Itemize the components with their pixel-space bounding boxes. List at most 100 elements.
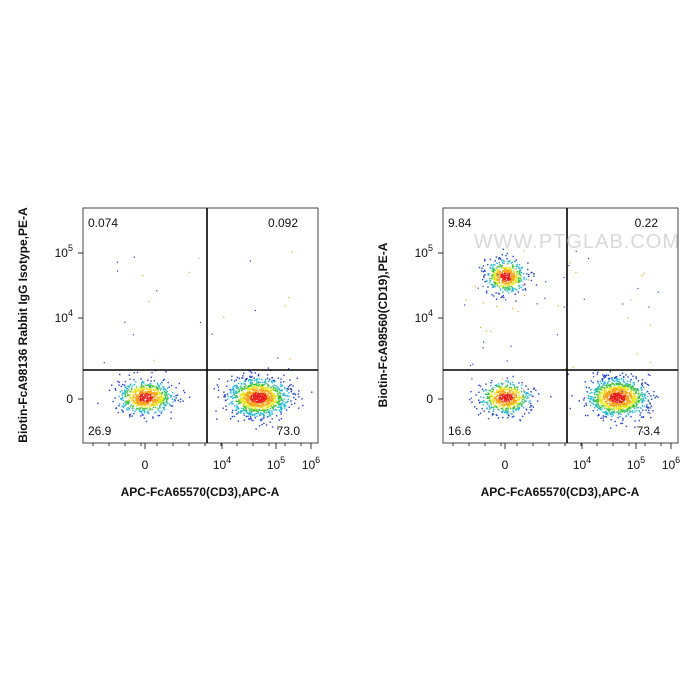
event-dot	[133, 383, 136, 386]
event-dot	[261, 393, 263, 395]
event-dot	[261, 401, 264, 403]
event-dot	[250, 411, 252, 413]
event-dot	[237, 400, 239, 403]
event-dot	[239, 389, 241, 392]
event-dot	[604, 415, 606, 418]
event-dot	[600, 401, 602, 403]
event-dot	[516, 399, 518, 402]
event-dot	[612, 411, 614, 413]
event-dot	[608, 389, 610, 391]
event-dot	[610, 395, 612, 397]
event-dot	[499, 390, 501, 392]
event-dot	[279, 402, 281, 405]
event-dot	[262, 389, 264, 392]
event-dot	[487, 274, 489, 276]
event-dot	[477, 287, 479, 289]
event-dot	[141, 403, 143, 405]
event-dot	[503, 389, 505, 391]
event-dot	[513, 398, 516, 400]
event-dot	[650, 416, 652, 419]
event-dot	[231, 415, 234, 418]
event-dot	[242, 403, 245, 405]
event-dot	[157, 390, 159, 392]
event-dot	[497, 258, 500, 260]
event-dot	[518, 270, 521, 272]
event-dot	[594, 389, 596, 391]
event-dot	[514, 396, 516, 399]
event-dot	[114, 387, 116, 390]
event-dot	[240, 407, 243, 410]
event-dot	[149, 383, 151, 385]
event-dot	[504, 288, 506, 290]
event-dot	[501, 412, 503, 414]
event-dot	[521, 404, 523, 406]
event-dot	[151, 396, 154, 398]
event-dot	[255, 428, 257, 430]
event-dot	[480, 401, 482, 403]
event-dot	[507, 417, 509, 419]
event-dot	[602, 403, 604, 405]
event-dot	[616, 378, 618, 380]
event-dot	[507, 284, 509, 287]
event-dot	[625, 384, 627, 387]
event-dot	[260, 396, 262, 398]
event-dot	[612, 403, 614, 405]
event-dot	[618, 405, 620, 407]
event-dot	[125, 385, 127, 387]
event-dot	[625, 389, 627, 391]
event-dot	[273, 402, 275, 404]
event-dot	[508, 271, 510, 273]
event-dot	[513, 274, 515, 276]
event-dot	[244, 380, 246, 383]
event-dot	[157, 388, 159, 390]
event-dot	[523, 276, 525, 278]
event-dot	[626, 408, 628, 410]
event-dot	[171, 395, 173, 397]
event-dot	[142, 393, 144, 395]
event-dot	[491, 400, 494, 402]
event-dot	[610, 402, 612, 405]
event-dot	[494, 280, 496, 283]
event-dot	[521, 400, 523, 402]
event-dot	[649, 402, 651, 404]
event-dot	[511, 416, 514, 418]
event-dot	[255, 391, 257, 393]
event-dot	[515, 275, 518, 277]
event-dot	[283, 398, 285, 400]
event-dot	[649, 407, 651, 409]
event-dot	[633, 401, 635, 403]
event-dot	[632, 411, 634, 414]
event-dot	[622, 303, 624, 305]
event-dot	[250, 394, 252, 396]
event-dot	[133, 400, 135, 402]
event-dot	[609, 391, 611, 394]
event-dot	[590, 395, 592, 398]
event-dot	[280, 408, 283, 410]
event-dot	[251, 401, 254, 404]
event-dot	[645, 406, 647, 408]
event-dot	[277, 398, 280, 400]
event-dot	[243, 405, 245, 408]
event-dot	[520, 270, 522, 272]
event-dot	[511, 284, 513, 286]
event-dot	[127, 400, 129, 402]
event-dot	[130, 391, 133, 393]
event-dot	[134, 392, 137, 395]
event-dot	[626, 409, 629, 411]
event-dot	[489, 390, 492, 392]
event-dot	[256, 400, 258, 402]
event-dot	[639, 400, 641, 402]
event-dot	[149, 388, 152, 390]
event-dot	[518, 279, 520, 281]
event-dot	[139, 393, 141, 395]
event-dot	[632, 401, 635, 404]
event-dot	[611, 390, 614, 393]
event-dot	[505, 385, 507, 387]
event-dot	[493, 269, 496, 271]
event-dot	[253, 388, 255, 390]
event-dot	[258, 393, 261, 395]
event-dot	[492, 413, 494, 416]
event-dot	[145, 420, 148, 423]
event-dot	[495, 414, 497, 416]
event-dot	[482, 400, 485, 403]
